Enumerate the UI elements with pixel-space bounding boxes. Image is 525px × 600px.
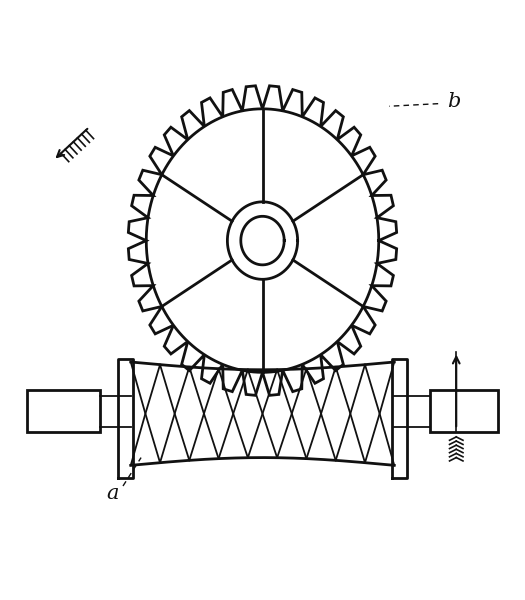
Bar xyxy=(430,391,498,432)
Bar xyxy=(27,391,100,432)
Text: b: b xyxy=(447,92,460,110)
Text: a: a xyxy=(107,484,119,503)
